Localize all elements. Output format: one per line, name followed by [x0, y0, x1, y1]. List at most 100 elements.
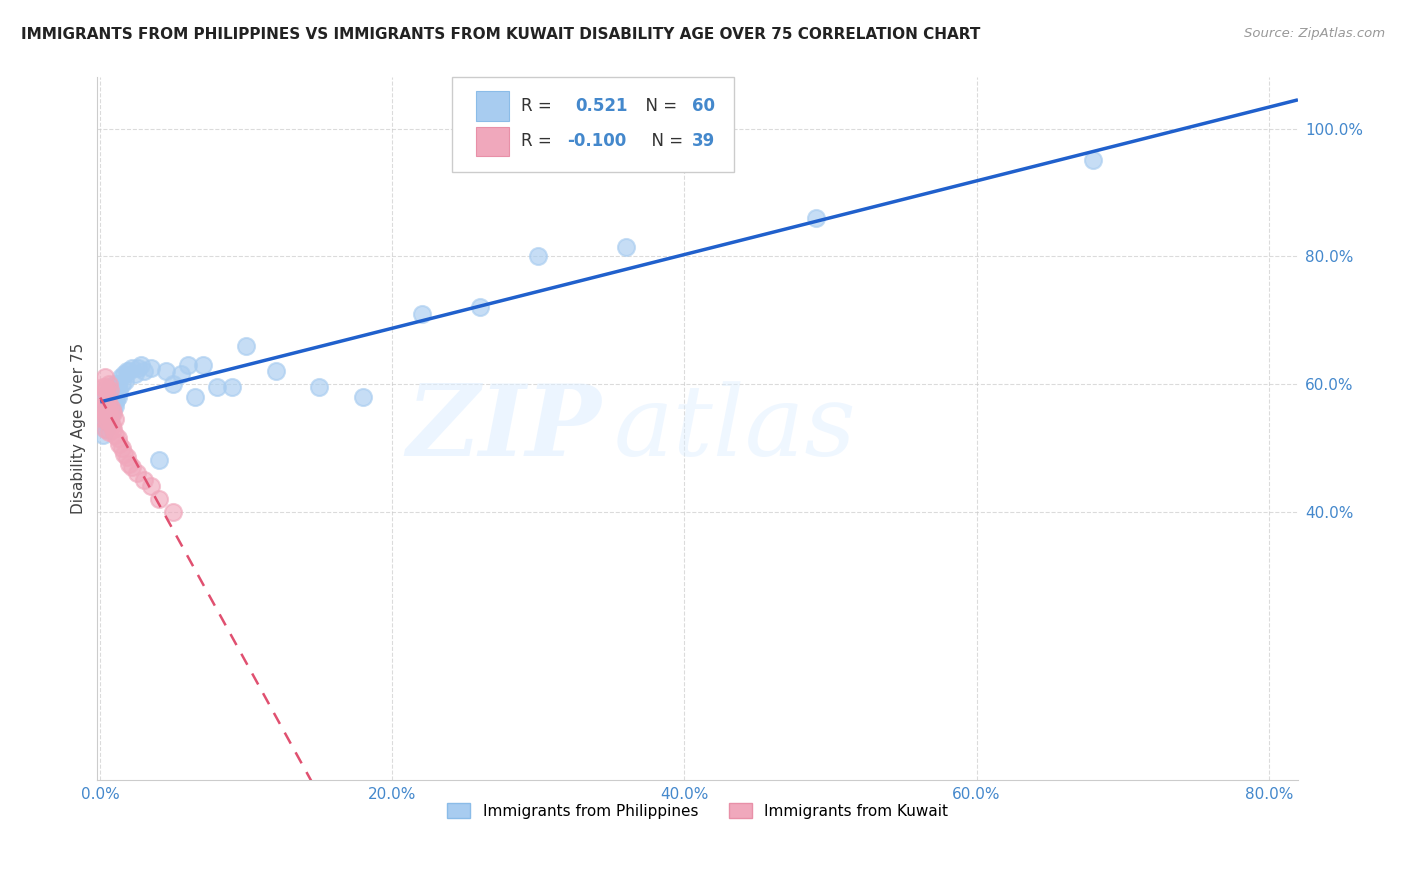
Point: [105, 392, 128, 407]
Point: [308, 380, 330, 394]
Point: [205, 380, 228, 394]
Text: Source: ZipAtlas.com: Source: ZipAtlas.com: [1244, 27, 1385, 40]
Point: [132, 473, 155, 487]
Point: [100, 392, 122, 407]
Point: [118, 364, 141, 378]
Point: [169, 368, 191, 382]
Point: [94, 421, 117, 435]
Point: [94, 380, 117, 394]
Point: [90, 390, 112, 404]
Point: [91, 412, 114, 426]
Point: [614, 239, 637, 253]
Point: [91, 428, 114, 442]
Text: -0.100: -0.100: [567, 132, 626, 151]
Point: [108, 383, 131, 397]
Point: [125, 467, 148, 481]
Point: [114, 374, 136, 388]
Point: [90, 402, 112, 417]
Point: [104, 376, 127, 391]
Text: atlas: atlas: [613, 381, 856, 476]
Point: [93, 370, 115, 384]
Text: 60: 60: [692, 97, 714, 115]
Text: N =: N =: [641, 132, 689, 151]
Point: [127, 360, 149, 375]
Legend: Immigrants from Philippines, Immigrants from Kuwait: Immigrants from Philippines, Immigrants …: [441, 797, 953, 824]
Point: [94, 409, 117, 423]
Point: [98, 406, 121, 420]
Point: [112, 368, 135, 382]
Point: [107, 431, 129, 445]
Point: [97, 402, 120, 417]
Point: [100, 412, 122, 426]
Point: [162, 376, 184, 391]
Point: [104, 390, 127, 404]
Y-axis label: Disability Age Over 75: Disability Age Over 75: [72, 343, 86, 514]
Point: [107, 376, 129, 391]
Text: 39: 39: [692, 132, 714, 151]
Point: [101, 396, 124, 410]
Point: [352, 390, 374, 404]
Point: [97, 412, 120, 426]
Text: 0.521: 0.521: [575, 97, 627, 115]
Point: [97, 390, 120, 404]
Point: [411, 307, 433, 321]
Point: [100, 380, 122, 394]
Point: [124, 368, 146, 382]
Point: [103, 406, 125, 420]
Point: [97, 402, 120, 417]
Point: [93, 406, 115, 420]
Point: [98, 376, 121, 391]
Point: [93, 415, 115, 429]
Point: [91, 399, 114, 413]
Point: [93, 421, 115, 435]
Point: [101, 386, 124, 401]
Point: [97, 415, 120, 429]
Point: [98, 425, 121, 439]
Point: [235, 338, 257, 352]
Point: [191, 358, 214, 372]
Point: [108, 437, 131, 451]
Point: [1083, 153, 1105, 168]
Point: [100, 402, 122, 417]
Point: [221, 380, 243, 394]
Point: [103, 421, 125, 435]
Text: R =: R =: [522, 97, 562, 115]
Point: [121, 459, 143, 474]
Point: [105, 380, 128, 394]
Point: [148, 453, 170, 467]
Point: [94, 390, 117, 404]
Point: [94, 396, 117, 410]
Point: [264, 364, 287, 378]
Text: IMMIGRANTS FROM PHILIPPINES VS IMMIGRANTS FROM KUWAIT DISABILITY AGE OVER 75 COR: IMMIGRANTS FROM PHILIPPINES VS IMMIGRANT…: [21, 27, 980, 42]
Point: [93, 402, 115, 417]
Point: [100, 399, 122, 413]
Point: [104, 428, 127, 442]
Point: [97, 392, 120, 407]
Point: [103, 402, 125, 417]
Point: [115, 450, 138, 465]
Point: [103, 390, 125, 404]
Text: R =: R =: [522, 132, 557, 151]
Point: [804, 211, 827, 225]
Bar: [475, 92, 509, 121]
Point: [98, 409, 121, 423]
Point: [98, 396, 121, 410]
Point: [112, 447, 135, 461]
Point: [94, 412, 117, 426]
Point: [111, 376, 134, 391]
Point: [118, 457, 141, 471]
Point: [141, 479, 163, 493]
Point: [148, 491, 170, 506]
Point: [132, 364, 155, 378]
Point: [141, 360, 163, 375]
Point: [91, 380, 114, 394]
Point: [101, 418, 124, 433]
Point: [468, 300, 491, 314]
Point: [104, 399, 127, 413]
Point: [121, 360, 143, 375]
Point: [104, 412, 127, 426]
Point: [177, 358, 200, 372]
Point: [98, 383, 121, 397]
Text: ZIP: ZIP: [406, 380, 602, 476]
Point: [100, 412, 122, 426]
